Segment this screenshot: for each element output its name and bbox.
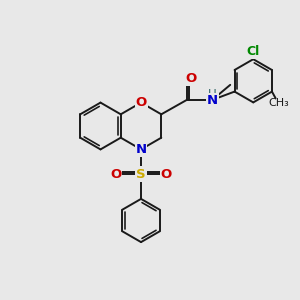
Text: O: O: [160, 167, 172, 181]
Text: O: O: [110, 167, 122, 181]
Text: CH₃: CH₃: [268, 98, 289, 108]
Text: O: O: [136, 95, 147, 109]
Text: O: O: [186, 72, 197, 86]
Text: H: H: [208, 88, 217, 101]
Text: N: N: [136, 143, 147, 157]
Text: Cl: Cl: [247, 45, 260, 58]
Text: N: N: [207, 94, 218, 107]
Text: S: S: [136, 167, 146, 181]
